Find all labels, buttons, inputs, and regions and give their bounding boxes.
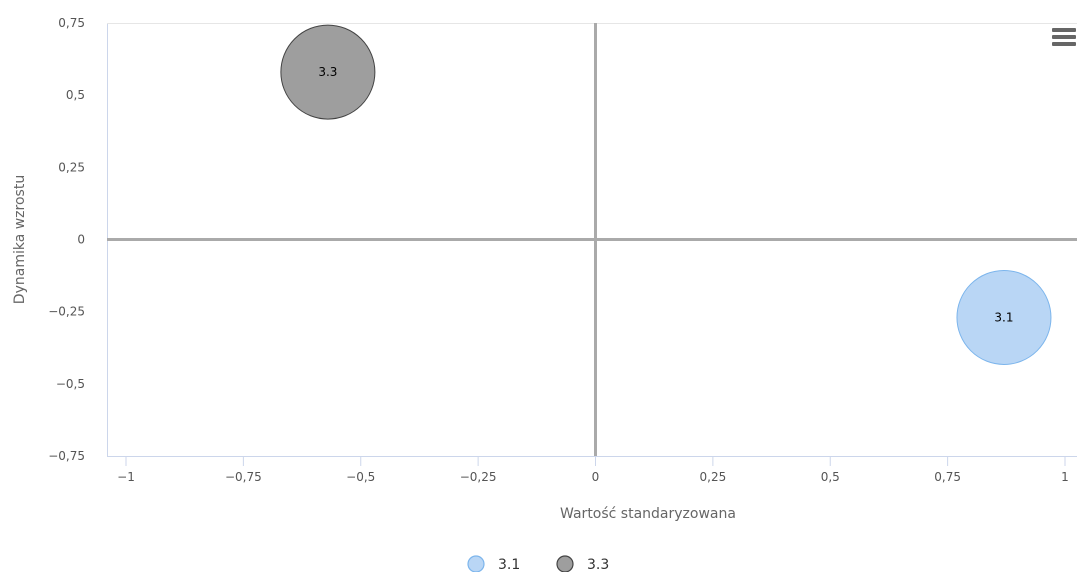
bubble-point	[280, 24, 376, 120]
legend-item-label: 3.1	[498, 557, 520, 572]
x-axis-title: Wartość standaryzowana	[560, 506, 736, 522]
legend-marker	[467, 555, 485, 572]
x-tick-label: 0,5	[821, 470, 840, 484]
bubble-label: 3.3	[318, 65, 337, 79]
x-tick-label: 0,25	[700, 470, 727, 484]
x-tick-label: −0,5	[346, 470, 375, 484]
legend-marker	[556, 555, 574, 572]
y-tick-label: 0,75	[58, 16, 85, 30]
hamburger-menu-icon[interactable]	[1052, 28, 1076, 48]
y-tick-label: 0,25	[58, 160, 85, 174]
x-tick-label: −0,75	[225, 470, 262, 484]
x-tick-label: 0,75	[934, 470, 961, 484]
y-tick-label: −0,75	[48, 449, 85, 463]
y-tick-label: 0,5	[66, 88, 85, 102]
bubble-point	[956, 269, 1052, 365]
y-axis-title: Dynamika wzrostu	[12, 175, 28, 304]
x-tick-label: −1	[117, 470, 135, 484]
x-tick-label: −0,25	[460, 470, 497, 484]
y-tick-label: 0	[77, 233, 85, 247]
x-tick-label: 0	[592, 470, 600, 484]
x-tick-label: 1	[1061, 470, 1069, 484]
legend: 3.1 3.3	[467, 555, 609, 572]
legend-item-label: 3.3	[587, 557, 609, 572]
bubble-label: 3.1	[994, 310, 1013, 324]
y-tick-label: −0,5	[56, 377, 85, 391]
y-tick-label: −0,25	[48, 305, 85, 319]
